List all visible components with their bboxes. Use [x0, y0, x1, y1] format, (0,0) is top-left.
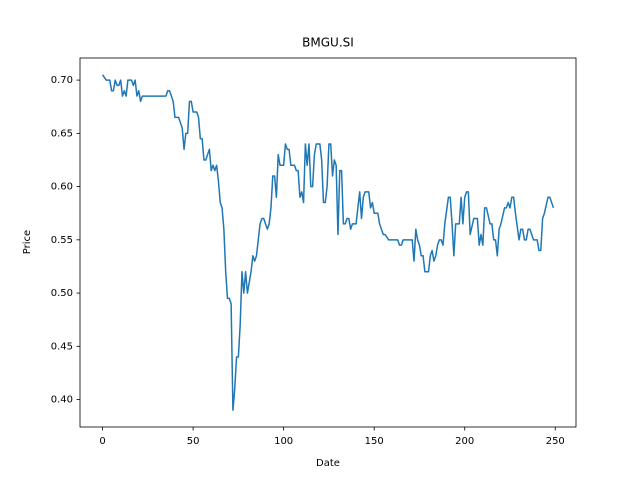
price-line	[101, 74, 555, 411]
y-tick-label: 0.40	[51, 395, 73, 406]
x-tick-label: 250	[546, 436, 565, 447]
x-tick-label: 100	[274, 436, 293, 447]
y-tick-label: 0.50	[51, 288, 73, 299]
plot-frame	[79, 57, 577, 428]
y-tick-label: 0.55	[51, 235, 73, 246]
y-tick-label: 0.70	[51, 75, 73, 86]
x-tick-label: 200	[455, 436, 474, 447]
x-tick-label: 0	[99, 436, 105, 447]
y-tick-label: 0.65	[51, 128, 73, 139]
chart-title: BMGU.SI	[302, 36, 354, 50]
x-tick-label: 50	[187, 436, 200, 447]
y-tick-label: 0.60	[51, 182, 73, 193]
x-axis-label: Date	[316, 458, 340, 469]
y-tick-label: 0.45	[51, 341, 73, 352]
x-tick-label: 150	[365, 436, 384, 447]
y-axis-label: Price	[22, 230, 33, 254]
